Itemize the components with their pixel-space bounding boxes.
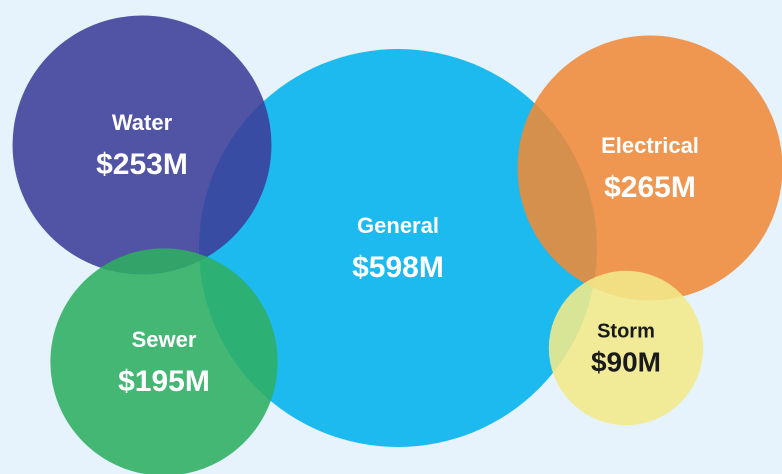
bubble-label: Water [112,110,173,135]
bubble [517,35,782,301]
bubble-label: Sewer [132,327,197,352]
bubble-value-label: $265M [604,171,696,204]
bubble-label: Storm [597,320,655,342]
bubble [548,270,704,426]
bubble [12,15,272,275]
bubble-label: General [357,213,439,238]
bubble-value-label: $253M [96,148,188,181]
bubble-value-label: $598M [352,251,444,284]
bubble-value-label: $195M [118,365,210,398]
bubble [50,248,278,474]
bubble-label: Electrical [601,133,699,158]
bubble [199,49,597,447]
bubble-value-label: $90M [591,346,661,377]
